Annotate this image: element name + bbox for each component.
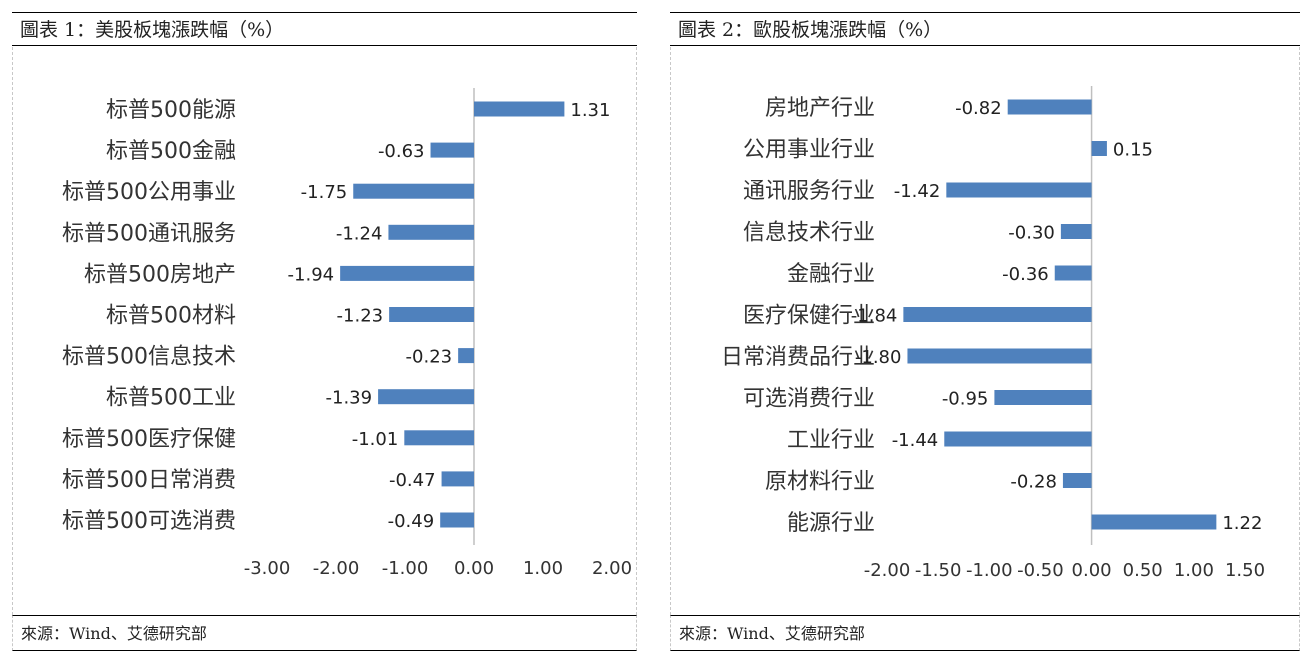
- category-label: 标普500通讯服务: [62, 221, 236, 246]
- category-label: 医疗保健行业: [743, 304, 875, 329]
- x-tick-label: -0.50: [1017, 560, 1064, 581]
- x-tick-label: 0.00: [1072, 560, 1112, 581]
- category-label: 标普500房地产: [84, 262, 236, 287]
- source-note: 來源：Wind、艾德研究部: [670, 615, 1300, 651]
- value-label: -1.39: [326, 388, 373, 409]
- value-label: -0.28: [1010, 472, 1057, 493]
- value-label: -1.42: [894, 181, 941, 202]
- value-label: -1.01: [352, 429, 399, 450]
- value-label: -0.95: [942, 389, 989, 410]
- bar: [907, 348, 1092, 364]
- value-label: 0.15: [1113, 140, 1153, 161]
- category-label: 金融行业: [787, 262, 875, 287]
- bar: [944, 431, 1092, 447]
- bar: [1091, 514, 1217, 530]
- bar: [340, 265, 474, 281]
- bar: [388, 224, 474, 240]
- value-label: -0.47: [389, 470, 436, 491]
- bar: [474, 101, 565, 117]
- bar: [1007, 99, 1092, 115]
- bar: [440, 512, 474, 528]
- x-tick-label: -2.00: [864, 560, 911, 581]
- category-label: 日常消费品行业: [721, 345, 875, 370]
- value-label: -0.63: [378, 141, 425, 162]
- panel-title: 圖表 1：美股板塊漲跌幅（%）: [12, 12, 637, 46]
- bar: [1060, 224, 1092, 239]
- x-tick-label: -2.00: [313, 558, 360, 579]
- bar: [389, 307, 474, 322]
- bar-chart-eu: 房地产行业 -0.82 公用事业行业 0.15 通讯服务行业 -1.42 信息技术行业 -0.…: [721, 86, 1265, 581]
- bar: [430, 142, 474, 158]
- value-label: -1.84: [851, 306, 898, 327]
- x-tick-label: -3.00: [244, 558, 291, 579]
- category-label: 信息技术行业: [743, 221, 875, 246]
- x-tick-label: -1.50: [915, 560, 962, 581]
- panel-title: 圖表 2：歐股板塊漲跌幅（%）: [670, 12, 1300, 46]
- value-label: -1.75: [301, 182, 348, 203]
- chart-area: [670, 47, 1300, 615]
- x-tick-label: 1.00: [523, 558, 563, 579]
- bar: [1062, 473, 1092, 488]
- x-tick-label: -1.00: [382, 558, 429, 579]
- category-label: 标普500公用事业: [62, 180, 236, 205]
- bar: [404, 430, 474, 446]
- bar: [378, 389, 474, 405]
- value-label: -0.82: [955, 98, 1002, 119]
- value-label: -0.49: [388, 511, 435, 532]
- value-label: -0.30: [1008, 223, 1055, 244]
- x-tick-label: 0.00: [454, 558, 494, 579]
- value-label: -1.80: [855, 347, 902, 368]
- chart-panel-us: 圖表 1：美股板塊漲跌幅（%） 标普500能源 1.31 标普500金融 -0.63 标…: [12, 0, 637, 665]
- bar: [1091, 141, 1107, 156]
- category-label: 房地产行业: [765, 96, 875, 121]
- bar: [903, 307, 1092, 322]
- category-label: 可选消费行业: [743, 387, 875, 412]
- category-label: 标普500能源: [106, 98, 236, 123]
- chart-area: [12, 47, 637, 615]
- value-label: -0.23: [406, 347, 453, 368]
- category-label: 标普500材料: [106, 304, 236, 329]
- value-label: -1.44: [892, 430, 939, 451]
- category-label: 原材料行业: [765, 470, 875, 495]
- bar: [946, 182, 1092, 198]
- value-label: -0.36: [1002, 264, 1049, 285]
- bar: [353, 183, 474, 199]
- bar: [1054, 265, 1092, 281]
- bar: [441, 471, 474, 487]
- x-tick-label: 0.50: [1123, 560, 1163, 581]
- value-label: -1.94: [288, 264, 335, 285]
- category-label: 标普500医疗保健: [62, 427, 236, 452]
- chart-panel-eu: 圖表 2：歐股板塊漲跌幅（%） 房地产行业 -0.82 公用事业行业 0.15 通讯服务…: [670, 0, 1300, 665]
- value-label: 1.22: [1222, 513, 1262, 534]
- bar: [458, 348, 474, 364]
- bar: [994, 390, 1092, 405]
- category-label: 工业行业: [787, 428, 875, 453]
- category-label: 公用事业行业: [743, 138, 875, 163]
- category-label: 标普500工业: [106, 386, 236, 411]
- category-label: 通讯服务行业: [743, 179, 875, 204]
- x-tick-label: 1.00: [1174, 560, 1214, 581]
- x-tick-label: 1.50: [1225, 560, 1265, 581]
- category-label: 标普500金融: [106, 139, 236, 164]
- x-tick-label: 2.00: [592, 558, 632, 579]
- bar-chart-us: 标普500能源 1.31 标普500金融 -0.63 标普500公用事业 -1.75 标普5…: [62, 88, 632, 579]
- source-note: 來源：Wind、艾德研究部: [12, 615, 637, 651]
- value-label: 1.31: [570, 100, 610, 121]
- category-label: 标普500信息技术: [62, 345, 236, 370]
- category-label: 标普500日常消费: [62, 468, 236, 493]
- x-tick-label: -1.00: [966, 560, 1013, 581]
- category-label: 标普500可选消费: [62, 509, 236, 534]
- value-label: -1.23: [337, 306, 384, 327]
- value-label: -1.24: [336, 223, 383, 244]
- category-label: 能源行业: [787, 511, 875, 536]
